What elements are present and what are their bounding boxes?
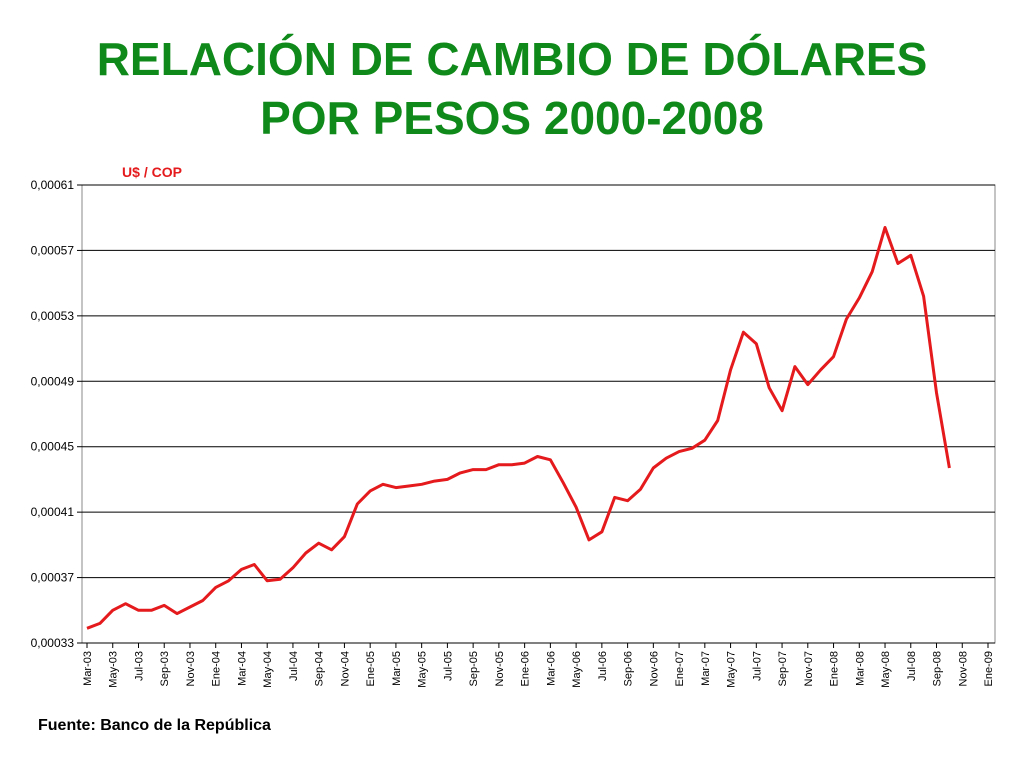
x-tick-label: Nov-03 xyxy=(185,651,197,686)
y-tick-label: 0,00057 xyxy=(31,243,75,257)
x-tick-label: Nov-07 xyxy=(803,651,815,686)
x-tick-label: May-05 xyxy=(417,651,429,688)
x-tick-label: May-08 xyxy=(880,651,892,688)
x-tick-label: Sep-03 xyxy=(159,651,171,686)
x-tick-label: Nov-06 xyxy=(648,651,660,686)
x-tick-label: Ene-08 xyxy=(829,651,841,686)
y-tick-label: 0,00045 xyxy=(31,440,75,454)
x-tick-label: Mar-06 xyxy=(545,651,557,686)
y-tick-label: 0,00049 xyxy=(31,374,75,388)
x-tick-label: Sep-06 xyxy=(623,651,635,686)
y-axis-label: U$ / COP xyxy=(122,164,182,180)
x-tick-label: Mar-04 xyxy=(236,651,248,686)
chart-title: RELACIÓN DE CAMBIO DE DÓLARES xyxy=(97,33,928,85)
x-tick-label: May-04 xyxy=(262,651,274,688)
x-tick-label: Ene-05 xyxy=(365,651,377,686)
x-tick-label: Jul-05 xyxy=(442,651,454,681)
x-tick-label: Nov-08 xyxy=(957,651,969,686)
x-tick-label: Sep-08 xyxy=(932,651,944,686)
x-tick-label: May-07 xyxy=(726,651,738,688)
x-tick-label: Ene-07 xyxy=(674,651,686,686)
source-note: Fuente: Banco de la República xyxy=(38,717,271,734)
y-tick-label: 0,00037 xyxy=(31,571,75,585)
x-tick-label: Jul-06 xyxy=(597,651,609,681)
x-tick-label: Jul-08 xyxy=(906,651,918,681)
y-tick-label: 0,00053 xyxy=(31,309,75,323)
x-tick-label: Jul-07 xyxy=(751,651,763,681)
x-tick-label: Jul-04 xyxy=(288,651,300,681)
x-tick-label: May-06 xyxy=(571,651,583,688)
x-tick-label: Mar-03 xyxy=(82,651,94,686)
y-tick-label: 0,00033 xyxy=(31,636,75,650)
x-tick-label: Mar-05 xyxy=(391,651,403,686)
x-tick-label: Nov-04 xyxy=(339,651,351,686)
x-tick-label: Ene-04 xyxy=(211,651,223,686)
x-tick-label: Sep-07 xyxy=(777,651,789,686)
x-tick-label: Ene-09 xyxy=(983,651,995,686)
x-tick-label: Ene-06 xyxy=(520,651,532,686)
data-line xyxy=(86,226,951,630)
x-tick-label: Jul-03 xyxy=(133,651,145,681)
x-tick-label: Mar-07 xyxy=(700,651,712,686)
y-tick-label: 0,00061 xyxy=(31,178,75,192)
x-tick-label: May-03 xyxy=(108,651,120,688)
x-tick-label: Sep-04 xyxy=(314,651,326,686)
x-tick-label: Mar-08 xyxy=(854,651,866,686)
y-tick-label: 0,00041 xyxy=(31,505,75,519)
x-tick-label: Sep-05 xyxy=(468,651,480,686)
plot-area xyxy=(81,184,996,644)
chart-title: POR PESOS 2000-2008 xyxy=(260,92,764,144)
x-tick-label: Nov-05 xyxy=(494,651,506,686)
